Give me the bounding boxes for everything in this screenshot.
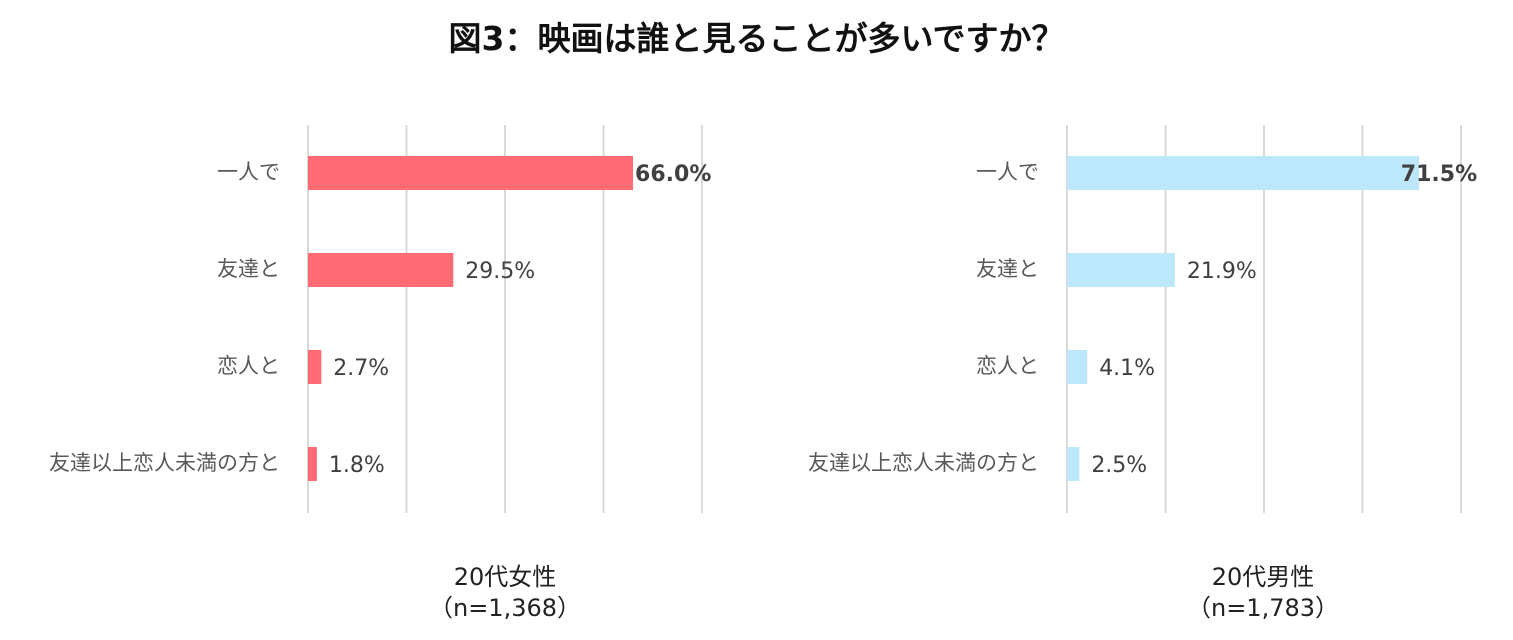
female-value-label: 29.5% [465, 259, 535, 284]
male-bar [1067, 156, 1420, 190]
female-category-label: 友達以上恋人未満の方と [49, 451, 280, 475]
caption-male-n: （n=1,783） [1186, 594, 1340, 622]
male-value-label: 4.1% [1099, 356, 1155, 381]
male-category-label: 恋人と [976, 354, 1039, 378]
male-bar [1067, 253, 1175, 287]
female-bar [308, 156, 634, 190]
caption-female-n: （n=1,368） [428, 594, 582, 622]
chart-title: 図3：映画は誰と見ることが多いですか？ [448, 19, 1065, 58]
male-bar [1067, 350, 1088, 384]
female-value-label: 1.8% [329, 453, 385, 478]
male-category-label: 友達と [976, 257, 1039, 281]
male-value-label: 2.5% [1091, 453, 1147, 478]
female-value-label: 66.0% [635, 162, 711, 187]
caption-female-group: 20代女性 [453, 563, 557, 591]
caption-female: 20代女性 （n=1,368） [305, 562, 705, 624]
female-bar [308, 253, 454, 287]
male-value-label: 71.5% [1401, 162, 1477, 187]
female-bar [308, 350, 322, 384]
female-value-label: 2.7% [333, 356, 389, 381]
male-value-label: 21.9% [1187, 259, 1257, 284]
female-category-label: 一人で [217, 160, 280, 184]
female-category-label: 友達と [217, 257, 280, 281]
female-category-label: 恋人と [217, 354, 280, 378]
caption-male: 20代男性 （n=1,783） [1063, 562, 1463, 624]
caption-male-group: 20代男性 [1211, 563, 1315, 591]
male-category-label: 一人で [976, 160, 1039, 184]
male-bar [1067, 447, 1080, 481]
male-category-label: 友達以上恋人未満の方と [808, 451, 1039, 475]
female-bar [308, 447, 317, 481]
